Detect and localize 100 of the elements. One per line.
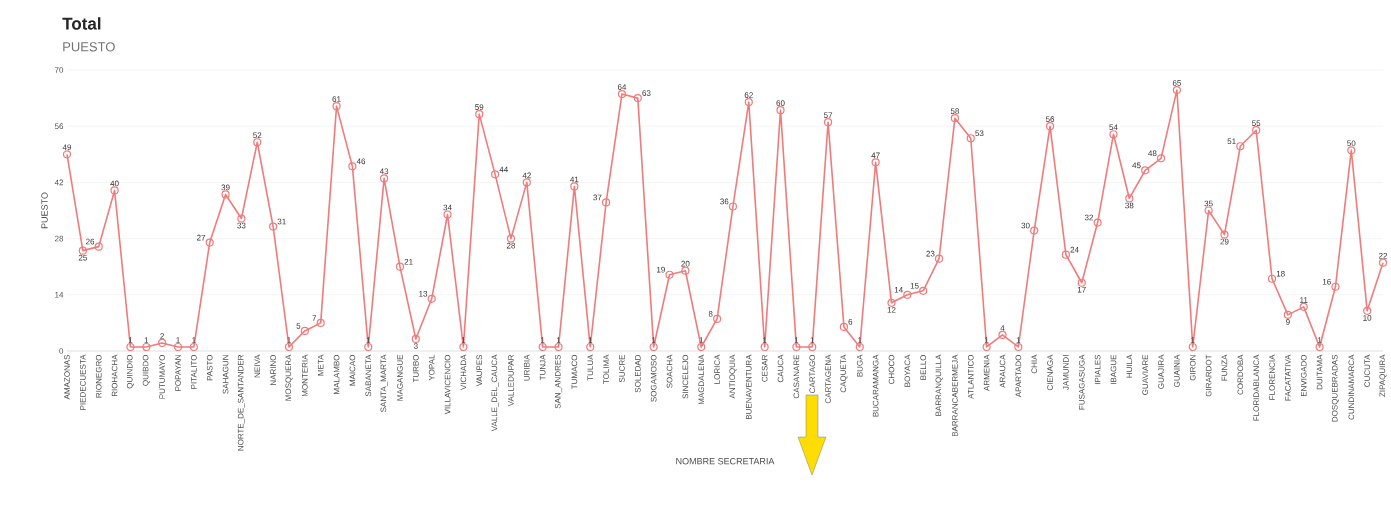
x-tick-label: DOSQUEBRADAS xyxy=(1331,354,1339,422)
x-tick-label: BUCARAMANGA xyxy=(872,354,879,417)
x-tick-label: TURBO xyxy=(413,354,419,383)
y-tick-label: 56 xyxy=(54,123,64,130)
data-label: 1 xyxy=(858,337,862,343)
data-label: 55 xyxy=(1252,120,1261,127)
x-tick-label: BELLO xyxy=(920,354,927,380)
data-label: 18 xyxy=(1276,270,1285,277)
x-tick-label: VILLAVICENCIO xyxy=(444,354,451,415)
x-tick-label: PUTUMAYO xyxy=(159,354,165,399)
x-tick-label: CUNDINAMARCA xyxy=(1348,354,1355,420)
data-label: 52 xyxy=(253,132,262,139)
x-tick-label: CHOCO xyxy=(888,354,895,384)
x-tick-label: IBAGUE xyxy=(1110,354,1117,385)
x-tick-label: SOACHA xyxy=(666,354,673,388)
x-tick-label: CAUCA xyxy=(777,354,784,383)
x-tick-label: POPAYAN xyxy=(175,355,181,391)
x-tick-label: PASTO xyxy=(206,354,213,381)
x-tick-label: FACATATIVA xyxy=(1285,354,1291,401)
data-label: 60 xyxy=(776,100,785,106)
x-tick-label: BARRANCABERMEJA xyxy=(952,354,958,437)
data-label: 42 xyxy=(522,172,531,179)
x-tick-label: RIOHACHA xyxy=(111,354,118,397)
data-label: 40 xyxy=(110,180,119,187)
x-tick-label: ENVIGADO xyxy=(1300,354,1307,397)
data-label: 64 xyxy=(617,84,627,90)
data-label: 2 xyxy=(160,333,164,339)
data-label: 14 xyxy=(894,287,903,293)
x-tick-label: CARTAGENA xyxy=(825,354,831,404)
x-tick-label: TULUA xyxy=(587,354,594,381)
x-tick-label: ARMENIA xyxy=(983,354,990,391)
data-label: 43 xyxy=(379,168,389,175)
x-tick-label: BUGA xyxy=(856,354,863,377)
x-tick-label: FLORIDABLANCA xyxy=(1253,354,1259,421)
y-tick-label: 42 xyxy=(54,179,64,186)
data-label: 27 xyxy=(197,234,206,241)
x-tick-label: AMAZONAS xyxy=(64,354,70,400)
chart-title: Total xyxy=(62,17,101,30)
x-tick-label: APARTADO xyxy=(1015,354,1022,398)
data-label: 1 xyxy=(763,337,767,343)
data-label: 15 xyxy=(910,283,919,289)
x-axis-title: NOMBRE SECRETARIA xyxy=(676,458,775,465)
x-tick-label: CAQUETA xyxy=(840,354,848,393)
data-label: 1 xyxy=(588,337,593,343)
x-tick-label: SAHAGUN xyxy=(222,355,229,394)
data-label: 51 xyxy=(1227,138,1236,145)
x-tick-label: GUAVIARE xyxy=(1142,354,1149,395)
data-label: 1 xyxy=(699,337,704,343)
x-tick-label: TOLIMA xyxy=(603,354,609,384)
data-label: 8 xyxy=(708,311,713,317)
y-tick-label: 14 xyxy=(55,292,64,298)
data-label: 45 xyxy=(1132,162,1141,169)
data-label: 26 xyxy=(86,238,95,245)
y-tick-label: 28 xyxy=(54,235,64,242)
x-tick-label: YOPAL xyxy=(428,354,435,381)
x-tick-label: SOLEDAD xyxy=(634,354,641,393)
x-tick-label: VAUPES xyxy=(476,354,483,387)
x-tick-label: CUCUTA xyxy=(1364,354,1370,387)
data-label: 46 xyxy=(356,158,366,165)
chart-subtitle: PUESTO xyxy=(63,42,115,52)
x-tick-label: CESAR xyxy=(761,354,768,382)
data-label: 3 xyxy=(413,343,418,349)
x-tick-label: MALAMBO xyxy=(333,354,340,394)
x-tick-label: GUAJIRA xyxy=(1158,354,1164,389)
data-label: 31 xyxy=(277,218,286,225)
x-tick-label: SANTA_MARTA xyxy=(380,354,388,412)
data-label: 1 xyxy=(461,337,466,343)
y-tick-label: 70 xyxy=(54,67,64,73)
x-tick-label: ARAUCA xyxy=(999,354,1006,388)
data-label: 1 xyxy=(287,337,291,343)
x-tick-label: PIEDECUESTA xyxy=(80,354,86,410)
x-tick-label: CARTAGO xyxy=(809,354,816,393)
data-label: 1 xyxy=(810,337,815,343)
x-tick-label: META xyxy=(317,354,324,376)
data-label: 5 xyxy=(296,323,301,329)
x-tick-label: VALLE_DEL_CAUCA xyxy=(491,354,499,432)
data-label: 47 xyxy=(871,152,880,159)
data-label: 57 xyxy=(823,112,833,118)
x-tick-label: RIONEGRO xyxy=(95,354,102,398)
x-tick-label: MAGANGUE xyxy=(397,354,403,401)
data-label: 1 xyxy=(541,337,545,343)
y-tick-label: 0 xyxy=(59,348,64,354)
x-tick-label: GIRARDOT xyxy=(1205,354,1212,397)
data-label: 32 xyxy=(1084,214,1094,221)
x-tick-label: URIBIA xyxy=(524,354,530,381)
x-tick-label: BARRANQUILLA xyxy=(935,354,943,416)
data-label: 24 xyxy=(1070,246,1079,253)
data-label: 63 xyxy=(642,90,651,96)
x-tick-label: ANTIOQUIA xyxy=(729,354,737,399)
data-label: 54 xyxy=(1109,124,1118,131)
data-label: 23 xyxy=(926,250,935,257)
data-label: 11 xyxy=(1300,297,1308,303)
data-label: 59 xyxy=(475,104,484,110)
x-tick-label: SUCRE xyxy=(619,354,625,383)
data-label: 35 xyxy=(1204,200,1213,207)
x-tick-label: FUNZA xyxy=(1221,354,1228,381)
data-label: 49 xyxy=(62,144,72,151)
data-label: 9 xyxy=(1286,319,1290,325)
data-label: 58 xyxy=(950,108,960,114)
x-tick-label: DUITAMA xyxy=(1316,354,1323,390)
